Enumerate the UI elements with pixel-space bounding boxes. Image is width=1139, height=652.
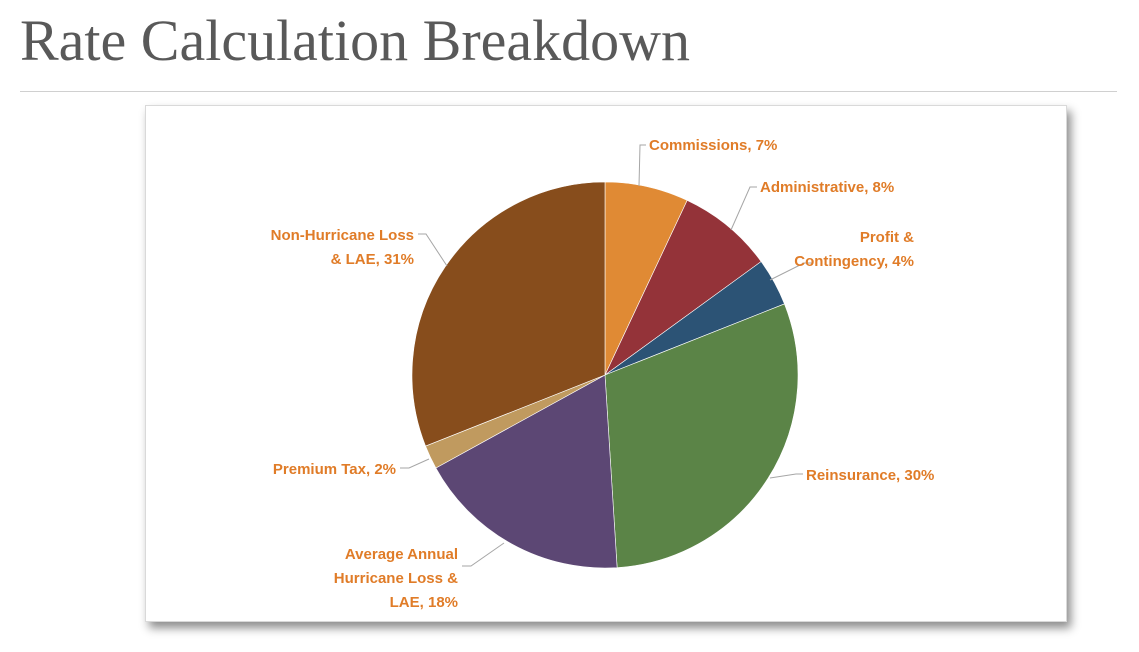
data-label-line: LAE, 18% <box>390 594 458 611</box>
title-divider <box>20 91 1117 92</box>
leader-line-profit-and-contingency <box>769 262 813 281</box>
data-label-line: Reinsurance, 30% <box>806 467 934 484</box>
pie-slice-reinsurance <box>604 303 799 568</box>
data-label-line: Average Annual <box>345 546 458 563</box>
data-label-premium-tax: Premium Tax, 2% <box>273 461 396 478</box>
data-label-profit-and-contingency: Profit & Contingency, 4% <box>794 229 914 270</box>
pie-slice-administrative <box>604 199 762 376</box>
leader-line-reinsurance <box>769 473 803 479</box>
data-label-reinsurance: Reinsurance, 30% <box>806 467 934 484</box>
data-label-non-hurricane-loss-and-lae: Non-Hurricane Loss & LAE, 31% <box>271 227 414 268</box>
data-label-line: Profit & <box>860 229 914 246</box>
pie-chart: Commissions, 7% Administrative, 8% Profit … <box>271 137 935 611</box>
pie-slice-non-hurricane-loss-and-lae <box>411 181 606 447</box>
data-label-commissions: Commissions, 7% <box>649 137 777 154</box>
data-label-line: Commissions, 7% <box>649 137 777 154</box>
data-label-line: Premium Tax, 2% <box>273 461 396 478</box>
slide-title: Rate Calculation Breakdown <box>20 8 691 73</box>
data-label-line: Administrative, 8% <box>760 179 894 196</box>
leader-line-commissions <box>638 144 646 187</box>
pie-slice-average-annual-hurricane-loss-and-lae <box>435 374 618 569</box>
data-label-line: Non-Hurricane Loss <box>271 227 414 244</box>
leader-line-premium-tax <box>400 458 430 469</box>
data-label-line: Contingency, 4% <box>794 253 914 270</box>
leader-line-administrative <box>730 186 757 231</box>
data-label-average-annual-hurricane-loss-and-lae: Average Annual Hurricane Loss & LAE, 18% <box>334 546 458 611</box>
leader-line-non-hurricane-loss-and-lae <box>418 233 448 267</box>
data-label-line: & LAE, 31% <box>331 251 414 268</box>
data-label-administrative: Administrative, 8% <box>760 179 894 196</box>
chart-frame: Commissions, 7% Administrative, 8% Profit … <box>145 105 1067 622</box>
leader-lines <box>400 144 813 567</box>
leader-line-average-annual-hurricane-loss-and-lae <box>462 542 505 567</box>
data-labels: Commissions, 7% Administrative, 8% Profit … <box>271 137 935 611</box>
pie-slices <box>411 181 799 569</box>
data-label-line: Hurricane Loss & <box>334 570 458 587</box>
